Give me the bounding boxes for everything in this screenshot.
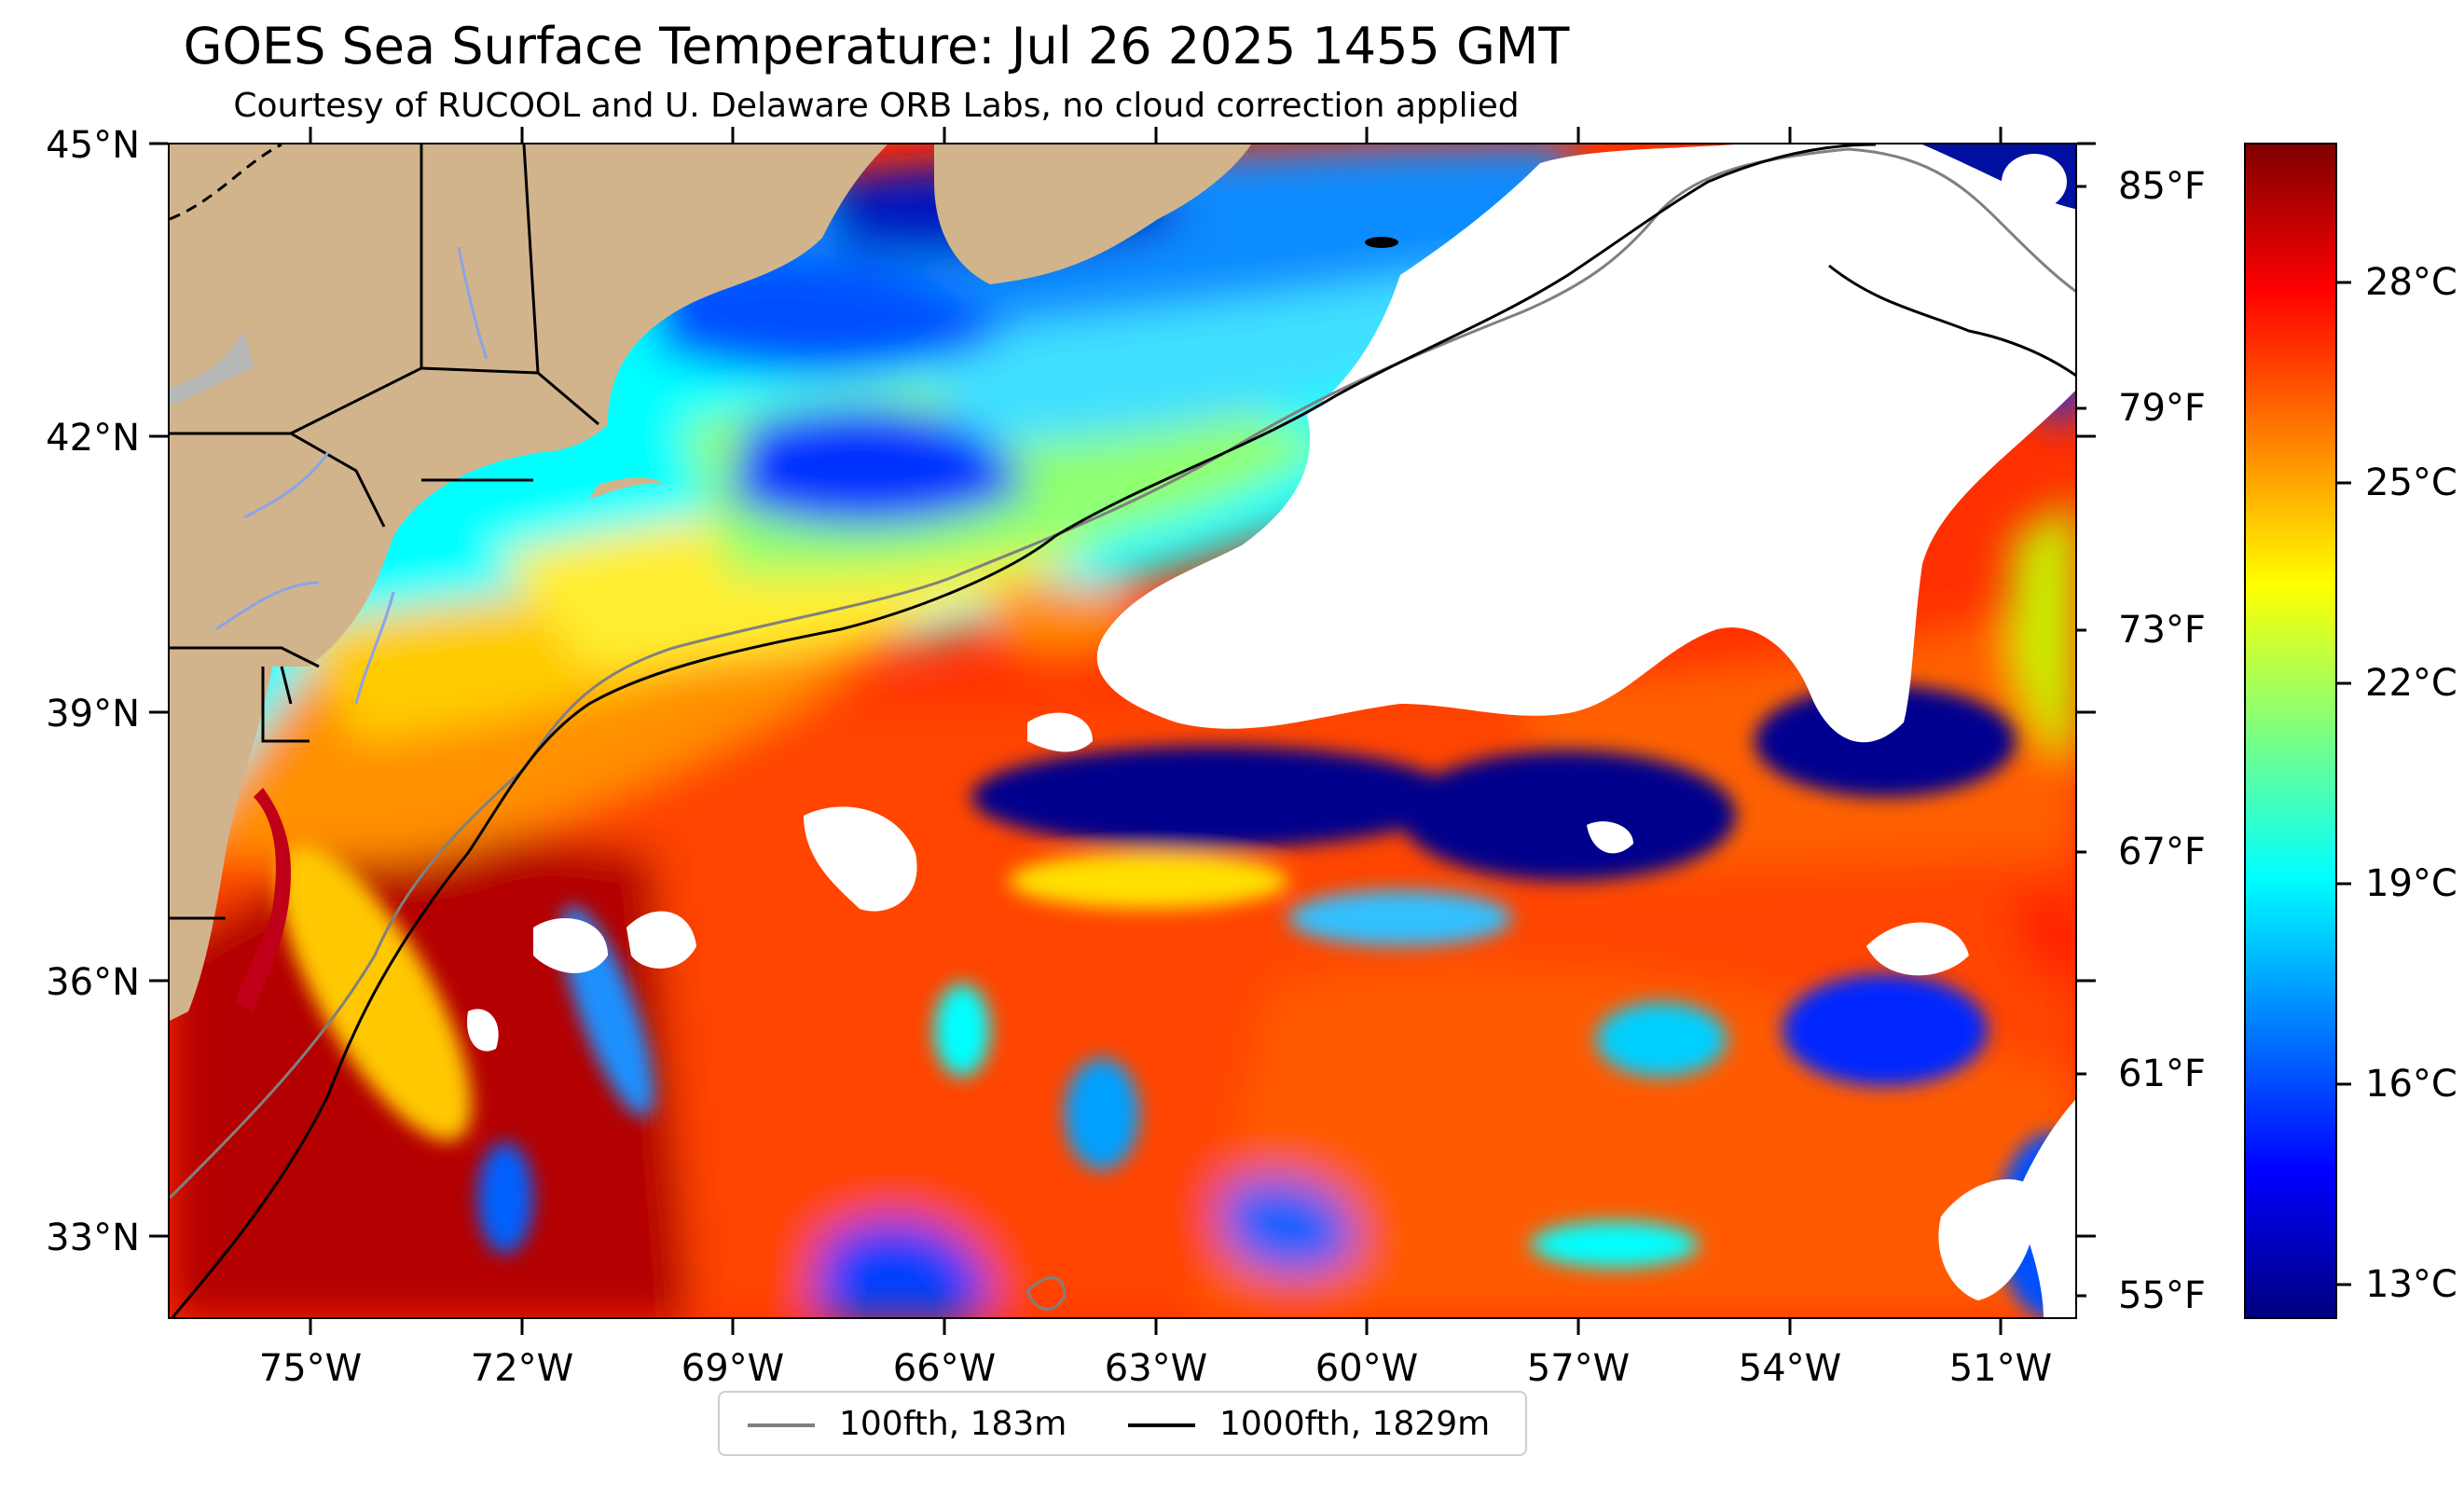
- celsius-label: 16°C: [2365, 1063, 2457, 1106]
- fahrenheit-label: 73°F: [2118, 609, 2206, 652]
- legend-line-gray: [748, 1423, 815, 1427]
- lon-label: 51°W: [1948, 1347, 2053, 1390]
- lat-label: 42°N: [46, 417, 140, 460]
- contour-1000fth-line: [171, 144, 2075, 1317]
- celsius-label: 25°C: [2365, 461, 2457, 504]
- land-region-nova-scotia: [934, 144, 1251, 284]
- temperature-colorbar: [2244, 143, 2337, 1319]
- land-region: [170, 144, 888, 1021]
- sst-map: [168, 143, 2077, 1319]
- lat-label: 33°N: [46, 1217, 140, 1259]
- fahrenheit-label: 85°F: [2118, 165, 2206, 208]
- lon-label: 75°W: [258, 1347, 363, 1390]
- fahrenheit-label: 55°F: [2118, 1274, 2206, 1317]
- sst-map-canvas: [170, 144, 2075, 1317]
- fahrenheit-label: 61°F: [2118, 1052, 2206, 1095]
- contour-legend: 100fth, 183m 1000fth, 1829m: [718, 1391, 1527, 1456]
- lon-label: 69°W: [681, 1347, 785, 1390]
- legend-label: 1000fth, 1829m: [1219, 1405, 1491, 1443]
- lon-label: 72°W: [470, 1347, 574, 1390]
- celsius-label: 28°C: [2365, 261, 2457, 304]
- lat-label: 36°N: [46, 961, 140, 1004]
- lon-label: 60°W: [1315, 1347, 1419, 1390]
- celsius-label: 19°C: [2365, 862, 2457, 905]
- map-subtitle: Courtesy of RUCOOL and U. Delaware ORB L…: [233, 87, 1520, 125]
- cloud-mask-region: [1096, 144, 2075, 743]
- fahrenheit-label: 79°F: [2118, 387, 2206, 430]
- lon-label: 54°W: [1738, 1347, 1842, 1390]
- celsius-label: 22°C: [2365, 662, 2457, 705]
- lat-label: 45°N: [46, 124, 140, 167]
- lon-label: 57°W: [1526, 1347, 1631, 1390]
- contour-100fth-line: [170, 147, 2075, 1200]
- celsius-label: 13°C: [2365, 1263, 2457, 1306]
- legend-line-black: [1128, 1423, 1195, 1427]
- map-title: GOES Sea Surface Temperature: Jul 26 202…: [183, 17, 1570, 76]
- legend-label: 100fth, 183m: [839, 1405, 1067, 1443]
- lon-label: 66°W: [892, 1347, 997, 1390]
- lon-label: 63°W: [1104, 1347, 1208, 1390]
- fahrenheit-label: 67°F: [2118, 831, 2206, 873]
- lat-label: 39°N: [46, 693, 140, 736]
